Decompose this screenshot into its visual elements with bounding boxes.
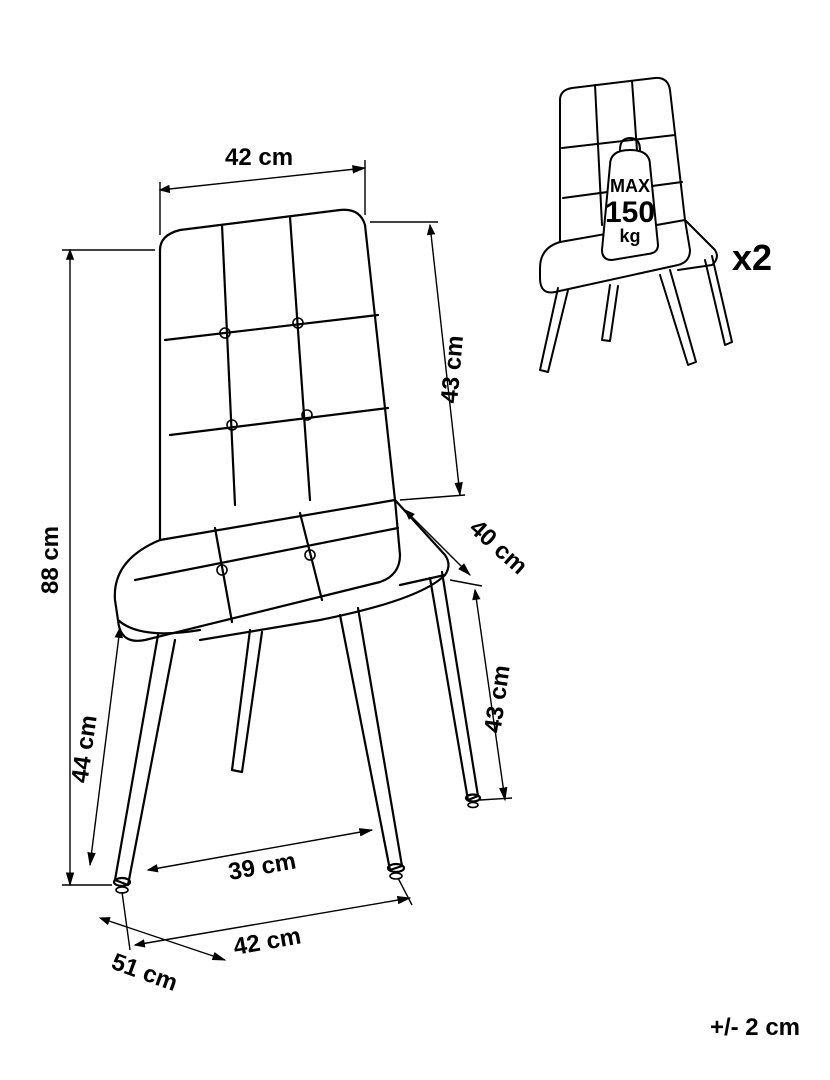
dim-seat-inner-width: 39 cm — [226, 848, 298, 886]
capacity-max-label: MAX — [610, 176, 650, 196]
quantity-label: x2 — [732, 237, 772, 278]
dimension-diagram: 42 cm 88 cm 43 cm 40 cm 44 cm 43 cm 39 c… — [0, 0, 830, 1080]
dimension-labels: 42 cm 88 cm 43 cm 40 cm 44 cm 43 cm 39 c… — [37, 144, 533, 997]
dim-depth: 51 cm — [108, 948, 181, 997]
dim-seat-front-height: 44 cm — [66, 713, 102, 784]
dim-base-width: 42 cm — [231, 923, 303, 961]
dim-total-height: 88 cm — [37, 526, 64, 594]
main-chair-drawing — [114, 210, 480, 893]
dim-leg-height: 43 cm — [479, 663, 515, 734]
tolerance-label: +/- 2 cm — [710, 1014, 800, 1041]
dim-back-height: 43 cm — [436, 334, 469, 404]
capacity-unit: kg — [619, 226, 640, 246]
dim-seat-side-depth: 40 cm — [464, 514, 533, 580]
dim-top-width: 42 cm — [225, 144, 293, 171]
capacity-value: 150 — [605, 196, 655, 229]
